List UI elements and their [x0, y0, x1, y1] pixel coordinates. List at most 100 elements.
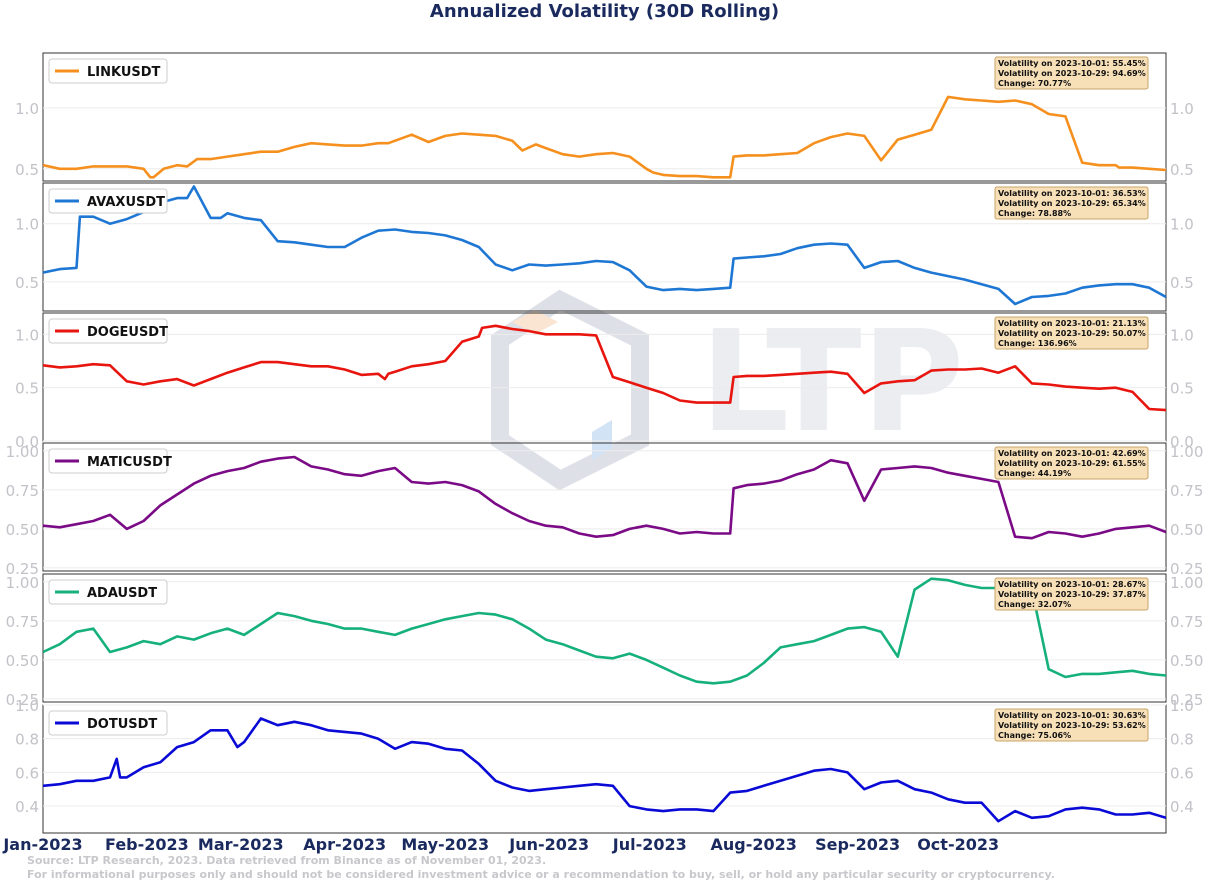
info-box-bg [994, 446, 1149, 480]
legend-label: ADAUSDT [87, 586, 157, 601]
legend: ADAUSDT [48, 579, 168, 605]
y-tick-label-left: 1.00 [6, 574, 39, 592]
info-line: Change: 32.07% [998, 600, 1071, 609]
legend-label: DOGEUSDT [87, 325, 168, 340]
legend-box [48, 58, 168, 84]
x-tick-label: May-2023 [401, 835, 489, 854]
series-line-maticusdt [43, 455, 1166, 540]
y-tick-label-left: 0.4 [15, 798, 39, 816]
panel-frame [42, 52, 1167, 182]
info-box-bg [994, 577, 1149, 611]
panel-avaxusdt: 0.5 0.5 1.0 1.0 AVAXUSDT Volatility on 2023-1… [15, 182, 1194, 312]
y-tick-label-left: 0.50 [6, 652, 39, 670]
y-tick-label-left: 1.0 [15, 326, 39, 344]
legend-box [48, 448, 168, 474]
panel-adausdt: 0.25 0.25 0.50 0.50 0.75 0.75 1.00 1.00 ADAUSDT V… [6, 573, 1203, 709]
legend: MATICUSDT [48, 448, 172, 474]
y-tick-label-left: 0.5 [15, 274, 39, 292]
info-line: Volatility on 2023-10-01: 21.13% [998, 319, 1146, 328]
info-box: Volatility on 2023-10-01: 28.67%Volatili… [994, 577, 1149, 611]
y-tick-label-right: 1.0 [1170, 100, 1194, 118]
y-tick-label-right: 1.00 [1170, 443, 1203, 461]
source-note: Source: LTP Research, 2023. Data retriev… [27, 854, 547, 867]
y-tick-label-left: 0.25 [6, 560, 39, 578]
y-tick-label-left: 1.0 [15, 697, 39, 715]
info-line: Volatility on 2023-10-29: 50.07% [998, 329, 1146, 338]
panel-maticusdt: 0.25 0.25 0.50 0.50 0.75 0.75 1.00 1.00 MATICUSD… [6, 442, 1203, 578]
x-tick-label: Jan-2023 [2, 835, 82, 854]
x-tick-label: Sep-2023 [815, 835, 900, 854]
info-box-bg [994, 186, 1149, 220]
watermark-text: LTP [700, 301, 964, 464]
info-box: Volatility on 2023-10-01: 21.13%Volatili… [994, 316, 1149, 350]
info-line: Volatility on 2023-10-01: 42.69% [998, 449, 1146, 458]
x-tick-label: Mar-2023 [198, 835, 284, 854]
y-tick-label-left: 0.0 [15, 433, 39, 451]
info-line: Volatility on 2023-10-01: 36.53% [998, 189, 1146, 198]
y-tick-label-left: 0.5 [15, 380, 39, 398]
y-tick-label-right: 0.4 [1170, 798, 1194, 816]
info-box: Volatility on 2023-10-01: 36.53%Volatili… [994, 186, 1149, 220]
x-tick-label: Feb-2023 [105, 835, 189, 854]
y-tick-label-right: 0.5 [1170, 161, 1194, 179]
x-tick-label: Jun-2023 [508, 835, 589, 854]
info-line: Volatility on 2023-10-29: 53.62% [998, 721, 1146, 730]
y-tick-label-right: 1.0 [1170, 697, 1194, 715]
info-box: Volatility on 2023-10-01: 42.69%Volatili… [994, 446, 1149, 480]
y-tick-label-left: 0.8 [15, 731, 39, 749]
info-box-bg [994, 708, 1149, 742]
y-tick-label-right: 0.5 [1170, 274, 1194, 292]
y-tick-label-left: 0.50 [6, 521, 39, 539]
info-line: Volatility on 2023-10-29: 37.87% [998, 590, 1146, 599]
info-line: Volatility on 2023-10-29: 94.69% [998, 69, 1146, 78]
legend: LINKUSDT [48, 58, 168, 84]
y-tick-label-right: 1.00 [1170, 574, 1203, 592]
x-tick-label: Oct-2023 [917, 835, 999, 854]
panel-frame [42, 442, 1167, 572]
panel-linkusdt: 0.5 0.5 1.0 1.0 LINKUSDT Volatility on 2023-1… [15, 52, 1194, 182]
y-tick-label-right: 0.5 [1170, 380, 1194, 398]
legend-label: MATICUSDT [87, 455, 172, 470]
x-tick-label: Aug-2023 [710, 835, 796, 854]
info-line: Volatility on 2023-10-01: 30.63% [998, 711, 1146, 720]
panel-dogeusdt: 0.0 0.0 0.5 0.5 1.0 1.0 DOGEUSDT Volatility on … [15, 312, 1194, 451]
y-tick-label-left: 1.00 [6, 443, 39, 461]
panel-dotusdt: 0.4 0.4 0.6 0.6 0.8 0.8 1.0 1.0 DOTUSDT Volatilit… [15, 697, 1194, 834]
info-line: Volatility on 2023-10-01: 28.67% [998, 580, 1146, 589]
legend-box [48, 318, 168, 344]
y-tick-label-left: 0.6 [15, 764, 39, 782]
y-tick-label-right: 0.25 [1170, 691, 1203, 709]
y-tick-label-left: 1.0 [15, 216, 39, 234]
y-tick-label-left: 0.5 [15, 161, 39, 179]
series-line-linkusdt [43, 95, 1166, 179]
x-tick-label: Jul-2023 [612, 835, 687, 854]
info-line: Volatility on 2023-10-29: 61.55% [998, 459, 1146, 468]
chart-title: Annualized Volatility (30D Rolling) [429, 1, 780, 22]
legend-box [48, 710, 168, 736]
series-line-adausdt [43, 577, 1166, 685]
info-line: Change: 75.06% [998, 731, 1071, 740]
y-tick-label-right: 0.6 [1170, 764, 1194, 782]
panel-frame [42, 573, 1167, 703]
info-line: Volatility on 2023-10-29: 65.34% [998, 199, 1146, 208]
y-tick-label-right: 0.50 [1170, 652, 1203, 670]
info-line: Change: 44.19% [998, 469, 1071, 478]
x-tick-label: Apr-2023 [303, 835, 386, 854]
legend-label: AVAXUSDT [87, 195, 165, 210]
y-tick-label-left: 0.75 [6, 613, 39, 631]
legend-box [48, 188, 168, 214]
series-line-dogeusdt [43, 324, 1166, 412]
info-line: Change: 136.96% [998, 339, 1077, 348]
legend: AVAXUSDT [48, 188, 168, 214]
info-box-bg [994, 316, 1149, 350]
info-box: Volatility on 2023-10-01: 30.63%Volatili… [994, 708, 1149, 742]
series-line-avaxusdt [43, 185, 1166, 306]
y-tick-label-right: 0.50 [1170, 521, 1203, 539]
legend-box [48, 579, 168, 605]
info-line: Change: 78.88% [998, 209, 1071, 218]
y-tick-label-right: 0.8 [1170, 731, 1194, 749]
info-box-bg [994, 56, 1149, 90]
disclaimer-note: For informational purposes only and shou… [27, 868, 1055, 881]
y-tick-label-right: 0.75 [1170, 613, 1203, 631]
info-line: Volatility on 2023-10-01: 55.45% [998, 59, 1146, 68]
